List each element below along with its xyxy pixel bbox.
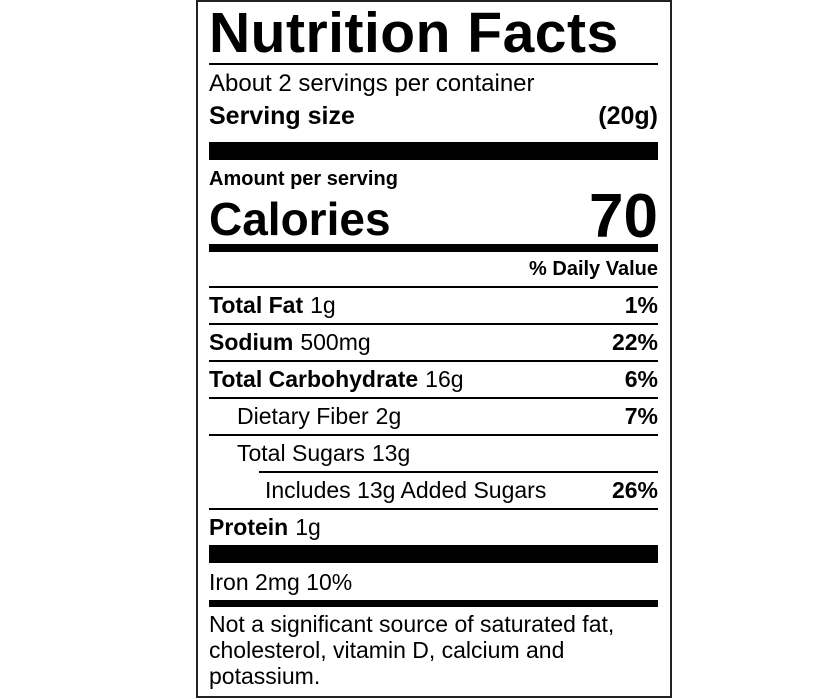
nutrient-row-total-carbohydrate: Total Carbohydrate 16g 6% xyxy=(209,362,658,399)
divider-bar-medium-calories xyxy=(209,244,658,252)
divider-bar-medium-footnote xyxy=(209,600,658,607)
serving-size-value: (20g) xyxy=(598,102,658,130)
nutrient-name-amount: Includes 13g Added Sugars xyxy=(265,477,547,503)
footnote-line: Not a significant source of saturated fa… xyxy=(209,611,615,637)
servings-per-container: About 2 servings per container xyxy=(209,70,535,97)
calories-label: Calories xyxy=(209,193,391,245)
footnote-line: potassium. xyxy=(209,663,321,689)
micronutrient-iron-row: Iron 2mg 10% xyxy=(209,569,353,595)
divider-bar-thick-bottom xyxy=(209,545,658,563)
nutrient-name-amount: Total Sugars 13g xyxy=(237,440,411,466)
calories-value: 70 xyxy=(589,182,658,251)
added-sugars-indent-rule: Includes 13g Added Sugars 26% xyxy=(259,471,658,508)
nutrient-row-sodium: Sodium 500mg 22% xyxy=(209,325,658,362)
daily-value-header: % Daily Value xyxy=(209,252,658,288)
footnote-line: cholesterol, vitamin D, calcium and xyxy=(209,637,565,663)
nutrient-name-amount: Dietary Fiber 2g xyxy=(237,403,402,429)
nutrient-row-total-sugars: Total Sugars 13g xyxy=(209,436,658,471)
nutrient-name-amount: Total Fat 1g xyxy=(209,292,336,318)
nutrient-row-dietary-fiber: Dietary Fiber 2g 7% xyxy=(209,399,658,436)
amount-per-serving-label: Amount per serving xyxy=(209,168,398,190)
calories-row: Calories 70 xyxy=(209,182,658,251)
nutrient-daily-value: 7% xyxy=(624,403,658,429)
divider-bar-thick-top xyxy=(209,142,658,160)
nutrient-daily-value: 22% xyxy=(611,329,658,355)
serving-size-row: Serving size (20g) xyxy=(209,100,658,133)
nutrient-row-total-fat: Total Fat 1g 1% xyxy=(209,288,658,325)
nutrient-row-added-sugars: Includes 13g Added Sugars 26% xyxy=(259,473,658,508)
label-title: Nutrition Facts xyxy=(209,2,658,65)
serving-size-label: Serving size xyxy=(209,102,355,130)
nutrient-row-protein: Protein 1g xyxy=(209,508,658,545)
footnote-text: Not a significant source of saturated fa… xyxy=(209,607,658,689)
nutrient-name-amount: Protein 1g xyxy=(209,514,321,540)
nutrient-daily-value: 1% xyxy=(624,292,658,318)
nutrition-facts-label: Nutrition Facts About 2 servings per con… xyxy=(196,0,672,698)
nutrient-daily-value: 6% xyxy=(624,366,658,392)
nutrient-name-amount: Total Carbohydrate 16g xyxy=(209,366,464,392)
nutrient-name-amount: Sodium 500mg xyxy=(209,329,371,355)
nutrient-daily-value: 26% xyxy=(611,477,658,503)
